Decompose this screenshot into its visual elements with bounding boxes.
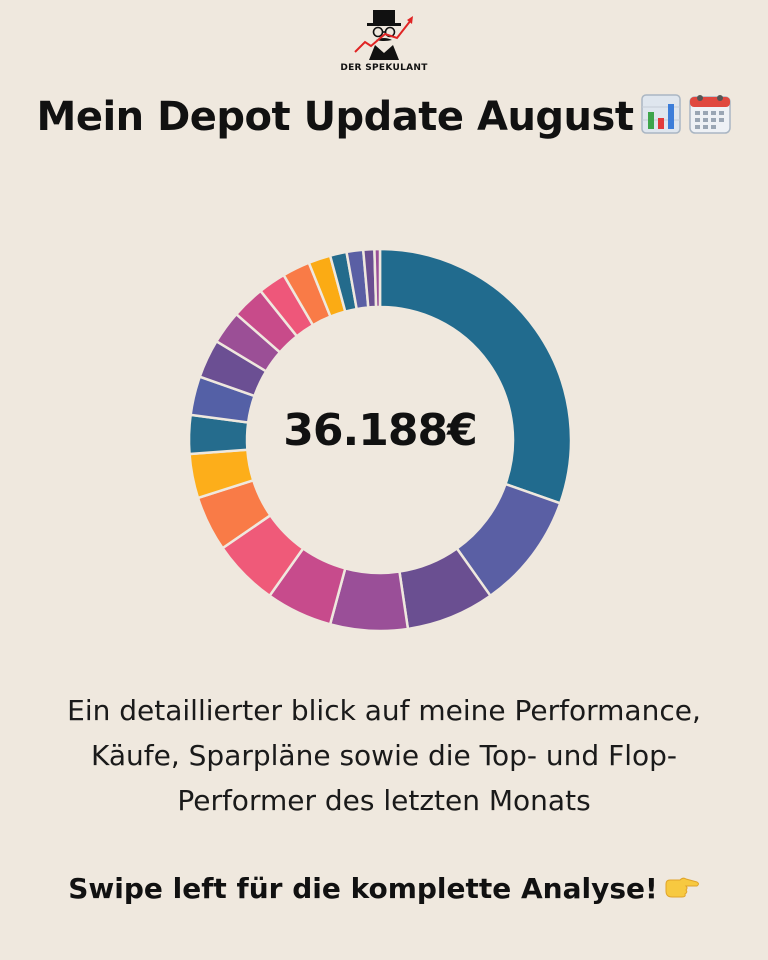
portfolio-total-value: 36.188€ [283, 405, 477, 456]
swipe-cta-text: Swipe left für die komplette Analyse! [68, 872, 658, 905]
brand-logo: DER SPEKULANT [334, 8, 434, 80]
speculator-mascot-icon [354, 10, 413, 60]
page-title-text: Mein Depot Update August [36, 94, 634, 140]
donut-slice-20 [373, 247, 382, 309]
page-title: Mein Depot Update August [0, 92, 768, 144]
pointing-hand-icon [664, 875, 700, 908]
brand-name: DER SPEKULANT [340, 63, 428, 73]
bar-chart-icon [641, 94, 682, 144]
description-text: Ein detaillierter blick auf meine Perfor… [67, 694, 701, 817]
calendar-icon [689, 92, 732, 144]
donut-slice-1 [378, 247, 573, 505]
swipe-cta: Swipe left für die komplette Analyse! [0, 872, 768, 908]
portfolio-donut-chart [187, 247, 573, 633]
